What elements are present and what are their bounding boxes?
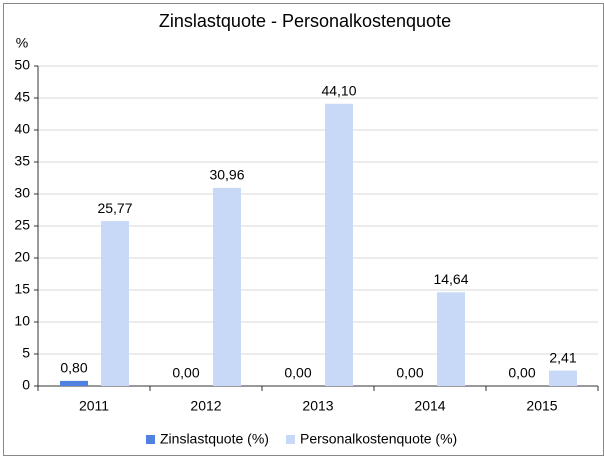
y-tick-label: 50 bbox=[14, 57, 30, 73]
value-label: 0,80 bbox=[60, 360, 87, 376]
value-label: 25,77 bbox=[97, 200, 132, 216]
legend-label: Personalkostenquote (%) bbox=[300, 431, 457, 447]
y-tick-label: 0 bbox=[22, 377, 30, 393]
value-label: 44,10 bbox=[321, 82, 356, 98]
bar bbox=[213, 187, 241, 386]
legend-swatch bbox=[146, 435, 155, 444]
bar bbox=[549, 370, 577, 386]
x-tick-label: 2015 bbox=[526, 398, 557, 414]
y-axis-label: % bbox=[16, 35, 28, 51]
legend-swatch bbox=[286, 435, 295, 444]
y-tick-label: 40 bbox=[14, 121, 30, 137]
x-tick-label: 2012 bbox=[190, 398, 221, 414]
legend-label: Zinslastquote (%) bbox=[160, 431, 269, 447]
value-label: 0,00 bbox=[284, 365, 311, 381]
x-tick-label: 2011 bbox=[79, 398, 109, 414]
value-label: 0,00 bbox=[172, 365, 199, 381]
value-label: 2,41 bbox=[549, 349, 576, 365]
y-tick-label: 10 bbox=[14, 313, 30, 329]
y-tick-label: 20 bbox=[14, 249, 30, 265]
y-tick-label: 45 bbox=[14, 89, 30, 105]
y-tick-label: 5 bbox=[22, 345, 30, 361]
y-tick-label: 30 bbox=[14, 185, 30, 201]
value-label: 14,64 bbox=[433, 271, 468, 287]
y-tick-label: 15 bbox=[14, 281, 30, 297]
chart-frame bbox=[3, 3, 604, 456]
value-label: 30,96 bbox=[209, 167, 244, 183]
bar bbox=[437, 292, 465, 386]
value-label: 0,00 bbox=[396, 365, 423, 381]
value-label: 0,00 bbox=[508, 365, 535, 381]
bar bbox=[325, 103, 353, 386]
y-tick-label: 35 bbox=[14, 153, 30, 169]
y-tick-label: 25 bbox=[14, 217, 30, 233]
bar bbox=[60, 380, 88, 386]
x-tick-label: 2014 bbox=[414, 398, 445, 414]
x-tick-label: 2013 bbox=[302, 398, 333, 414]
chart-title: Zinslastquote - Personalkostenquote bbox=[159, 11, 451, 31]
bar bbox=[101, 221, 129, 386]
